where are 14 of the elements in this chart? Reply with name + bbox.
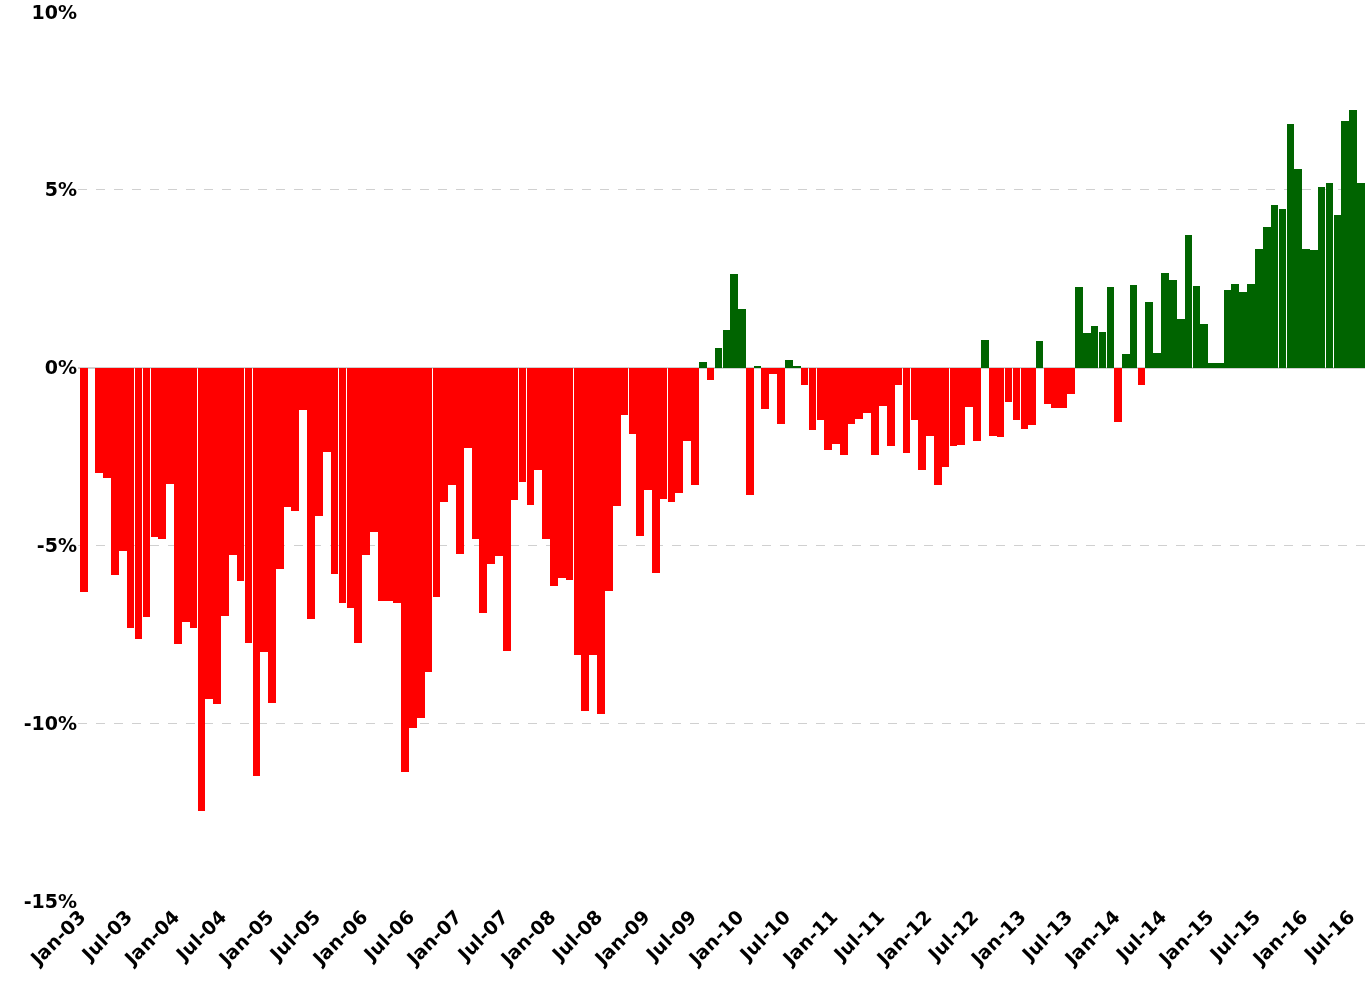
bar	[1036, 341, 1043, 368]
y-tick-label: 5%	[44, 178, 77, 201]
bar	[699, 362, 707, 368]
bar	[1138, 368, 1145, 385]
bar	[746, 368, 754, 495]
y-tick-label: -5%	[36, 534, 77, 557]
bar	[981, 340, 989, 368]
y-tick-label: 10%	[31, 0, 77, 23]
y-tick-label: 0%	[44, 356, 77, 379]
bar	[1114, 368, 1122, 422]
bar	[80, 368, 88, 592]
y-tick-label: -15%	[23, 889, 77, 912]
bar	[707, 368, 714, 380]
y-tick-label: -10%	[23, 711, 77, 734]
